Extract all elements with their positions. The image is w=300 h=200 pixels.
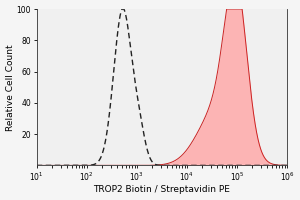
X-axis label: TROP2 Biotin / Streptavidin PE: TROP2 Biotin / Streptavidin PE: [93, 185, 230, 194]
Y-axis label: Relative Cell Count: Relative Cell Count: [6, 44, 15, 131]
